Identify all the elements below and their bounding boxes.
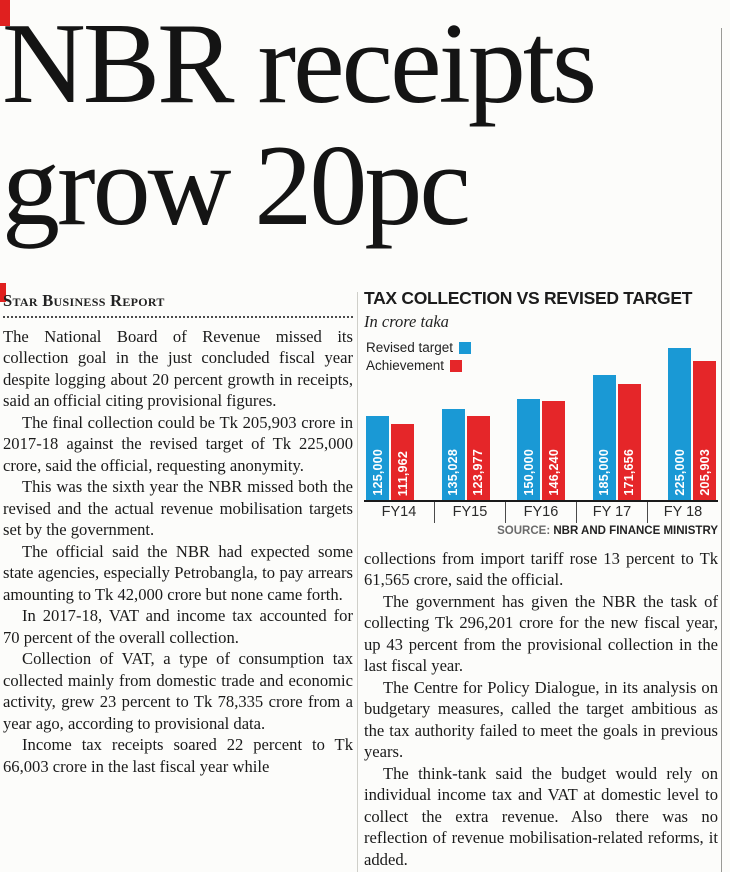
article-right-column: TAX COLLECTION VS REVISED TARGET In cror… — [364, 288, 718, 870]
source-label: SOURCE: — [497, 525, 551, 537]
bar-achievement-fy18: 205,903 — [693, 361, 716, 500]
bar-group-fy18: 225,000 205,903 — [668, 348, 716, 500]
article-paragraph: The think-tank said the budget would rel… — [364, 763, 718, 869]
bar-achievement-fy15: 123,977 — [466, 416, 490, 500]
bar-achievement-fy14: 111,962 — [391, 424, 414, 500]
legend-item-achievement: Achievement — [366, 358, 471, 373]
bar-revised-target-fy14: 125,000 — [366, 416, 389, 500]
between-columns-rule — [357, 292, 358, 872]
chart-subtitle: In crore taka — [364, 312, 449, 331]
headline-line-2: grow 20pc — [2, 121, 471, 250]
article-paragraph: The official said the NBR had expected s… — [3, 541, 353, 604]
headline-line-1: NBR receipts — [2, 0, 597, 128]
x-axis-label-fy16: FY16 — [506, 502, 577, 523]
right-column-rule — [721, 28, 722, 872]
bar-revised-target-fy15: 135,028 — [441, 409, 465, 500]
article-paragraph: Collection of VAT, a type of consumption… — [3, 649, 353, 733]
bar-value-label: 125,000 — [370, 449, 385, 496]
legend-swatch-revised-target — [459, 341, 472, 354]
bar-achievement-fy16: 146,240 — [542, 401, 565, 500]
article-right-text: collections from import tariff rose 13 p… — [364, 548, 718, 870]
bar-value-label: 205,903 — [697, 449, 712, 496]
bar-value-label: 225,000 — [672, 449, 687, 496]
bar-achievement-fy17: 171,656 — [617, 384, 641, 500]
x-axis: FY14 FY15 FY16 FY 17 FY 18 — [364, 502, 718, 523]
headline: NBR receipts grow 20pc — [2, 3, 728, 250]
article-paragraph: This was the sixth year the NBR missed b… — [3, 477, 353, 540]
bar-value-label: 171,656 — [622, 449, 636, 496]
bar-group-fy14: 125,000 111,962 — [366, 416, 414, 500]
bar-value-label: 185,000 — [597, 449, 611, 496]
bar-chart-plot: 125,000 111,962 135,028 123,977 150,000 … — [364, 340, 718, 502]
article-paragraph: collections from import tariff rose 13 p… — [364, 549, 718, 590]
article-paragraph: The Centre for Policy Dialogue, in its a… — [364, 677, 718, 762]
x-axis-label-fy17: FY 17 — [577, 502, 648, 523]
legend-label: Revised target — [366, 340, 454, 355]
tax-collection-chart: TAX COLLECTION VS REVISED TARGET In cror… — [364, 288, 718, 537]
legend-item-revised-target: Revised target — [366, 340, 472, 355]
article-paragraph: The final collection could be Tk 205,903… — [3, 412, 353, 475]
bar-revised-target-fy18: 225,000 — [668, 348, 691, 500]
x-axis-label-fy18: FY 18 — [663, 504, 703, 520]
chart-title: TAX COLLECTION VS REVISED TARGET — [364, 288, 693, 308]
article-paragraph: Income tax receipts soared 22 percent to… — [3, 735, 353, 776]
legend-swatch-achievement — [450, 359, 463, 372]
bar-group-fy16: 150,000 146,240 — [517, 399, 565, 500]
byline: Star Business Report — [3, 291, 165, 310]
legend-label: Achievement — [366, 358, 445, 373]
page-edge-red-mark-top — [0, 0, 10, 26]
bar-value-label: 123,977 — [471, 449, 485, 496]
bar-group-fy17: 185,000 171,656 — [592, 375, 641, 500]
page-edge-red-mark-middle — [0, 283, 6, 302]
bar-value-label: 111,962 — [395, 450, 410, 496]
x-axis-label-fy14: FY14 — [364, 502, 435, 523]
bar-revised-target-fy16: 150,000 — [517, 399, 540, 500]
article-left-column: Star Business Report The National Board … — [3, 291, 353, 777]
article-paragraph: The government has given the NBR the tas… — [364, 591, 718, 676]
bar-value-label: 146,240 — [546, 449, 561, 496]
x-axis-label-fy15: FY15 — [435, 502, 506, 523]
bar-revised-target-fy17: 185,000 — [592, 375, 616, 500]
source-value: NBR AND FINANCE MINISTRY — [553, 525, 718, 537]
article-paragraph: The National Board of Revenue missed its… — [3, 327, 353, 411]
chart-source: SOURCE: NBR AND FINANCE MINISTRY — [364, 525, 718, 537]
bar-value-label: 150,000 — [521, 449, 536, 496]
chart-legend: Revised target Achievement — [366, 340, 472, 376]
bar-group-fy15: 135,028 123,977 — [441, 409, 490, 500]
article-paragraph: In 2017-18, VAT and income tax accounted… — [3, 606, 353, 647]
byline-dotted-divider — [3, 311, 353, 318]
bar-value-label: 135,028 — [446, 449, 460, 496]
